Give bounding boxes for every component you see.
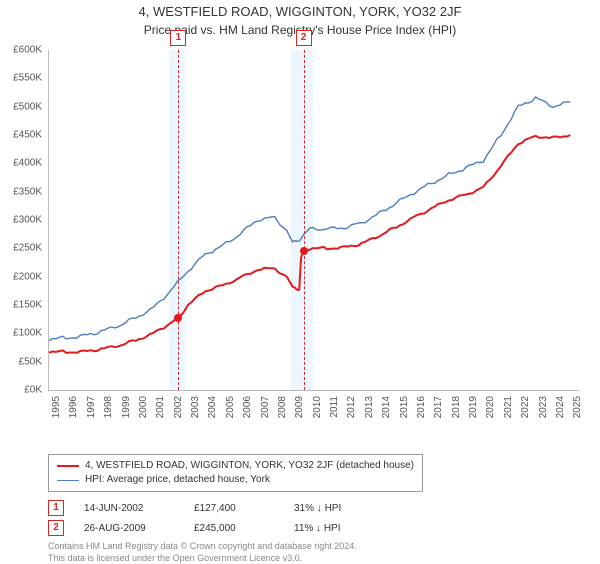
sale-date: 26-AUG-2009 xyxy=(84,523,174,534)
x-tick-label: 2020 xyxy=(485,396,496,418)
y-tick-label: £200K xyxy=(0,271,42,282)
legend-box: 4, WESTFIELD ROAD, WIGGINTON, YORK, YO32… xyxy=(48,454,423,492)
chart-area: 12 £0K£50K£100K£150K£200K£250K£300K£350K… xyxy=(48,50,578,420)
plot-region: 12 xyxy=(48,50,579,391)
x-tick-label: 2015 xyxy=(399,396,410,418)
x-tick-label: 1995 xyxy=(51,396,62,418)
sale-event-line xyxy=(304,50,305,390)
sales-table: 1 14-JUN-2002 £127,400 31% ↓ HPI 2 26-AUG-200… xyxy=(48,500,578,536)
sale-dot xyxy=(174,314,182,322)
x-tick-label: 2009 xyxy=(294,396,305,418)
x-tick-label: 2022 xyxy=(520,396,531,418)
sale-price: £245,000 xyxy=(194,523,274,534)
x-tick-label: 2014 xyxy=(381,396,392,418)
y-tick-label: £350K xyxy=(0,186,42,197)
series-hpi xyxy=(49,97,570,341)
x-tick-label: 2003 xyxy=(190,396,201,418)
x-tick-label: 2002 xyxy=(173,396,184,418)
y-tick-label: £50K xyxy=(0,356,42,367)
x-tick-label: 2007 xyxy=(260,396,271,418)
legend-and-footer: 4, WESTFIELD ROAD, WIGGINTON, YORK, YO32… xyxy=(48,454,578,564)
x-tick-label: 2013 xyxy=(364,396,375,418)
x-tick-label: 2016 xyxy=(416,396,427,418)
sale-index-box: 1 xyxy=(48,500,64,516)
sale-dot xyxy=(300,247,308,255)
x-tick-label: 2011 xyxy=(329,396,340,418)
legend-item: 4, WESTFIELD ROAD, WIGGINTON, YORK, YO32… xyxy=(57,459,414,473)
y-tick-label: £150K xyxy=(0,300,42,311)
x-tick-label: 2008 xyxy=(277,396,288,418)
x-tick-label: 1996 xyxy=(68,396,79,418)
sale-event-marker: 2 xyxy=(296,30,312,46)
chart-title: 4, WESTFIELD ROAD, WIGGINTON, YORK, YO32… xyxy=(0,4,600,19)
legend-swatch xyxy=(57,465,79,467)
x-tick-label: 2001 xyxy=(155,396,166,418)
sale-event-marker: 1 xyxy=(170,30,186,46)
sale-event-line xyxy=(178,50,179,390)
x-tick-label: 2018 xyxy=(451,396,462,418)
x-tick-label: 2021 xyxy=(503,396,514,418)
sale-hpi-delta: 11% ↓ HPI xyxy=(294,523,341,534)
sale-hpi-delta: 31% ↓ HPI xyxy=(294,503,341,514)
y-tick-label: £0K xyxy=(0,385,42,396)
y-tick-label: £500K xyxy=(0,101,42,112)
footer-line1: Contains HM Land Registry data © Crown c… xyxy=(48,540,578,552)
sale-index-box: 2 xyxy=(48,520,64,536)
x-tick-label: 2006 xyxy=(242,396,253,418)
chart-lines xyxy=(49,50,579,390)
sale-row: 2 26-AUG-2009 £245,000 11% ↓ HPI xyxy=(48,520,578,536)
x-tick-label: 2023 xyxy=(538,396,549,418)
x-tick-label: 2005 xyxy=(225,396,236,418)
x-tick-label: 1999 xyxy=(121,396,132,418)
y-tick-label: £100K xyxy=(0,328,42,339)
legend-label: HPI: Average price, detached house, York xyxy=(85,473,270,487)
y-tick-label: £400K xyxy=(0,158,42,169)
y-tick-label: £250K xyxy=(0,243,42,254)
y-tick-label: £300K xyxy=(0,215,42,226)
legend-swatch xyxy=(57,480,79,481)
footer-attribution: Contains HM Land Registry data © Crown c… xyxy=(48,540,578,564)
legend-item: HPI: Average price, detached house, York xyxy=(57,473,414,487)
sale-price: £127,400 xyxy=(194,503,274,514)
y-tick-label: £450K xyxy=(0,130,42,141)
x-tick-label: 2004 xyxy=(207,396,218,418)
footer-line2: This data is licensed under the Open Gov… xyxy=(48,552,578,564)
x-tick-label: 2024 xyxy=(555,396,566,418)
sale-row: 1 14-JUN-2002 £127,400 31% ↓ HPI xyxy=(48,500,578,516)
y-tick-label: £550K xyxy=(0,73,42,84)
x-tick-label: 2019 xyxy=(468,396,479,418)
legend-label: 4, WESTFIELD ROAD, WIGGINTON, YORK, YO32… xyxy=(85,459,414,473)
x-tick-label: 2010 xyxy=(312,396,323,418)
x-tick-label: 2000 xyxy=(138,396,149,418)
x-tick-label: 2017 xyxy=(433,396,444,418)
x-tick-label: 1998 xyxy=(103,396,114,418)
sale-date: 14-JUN-2002 xyxy=(84,503,174,514)
x-tick-label: 1997 xyxy=(86,396,97,418)
x-tick-label: 2025 xyxy=(572,396,583,418)
x-tick-label: 2012 xyxy=(346,396,357,418)
y-tick-label: £600K xyxy=(0,45,42,56)
